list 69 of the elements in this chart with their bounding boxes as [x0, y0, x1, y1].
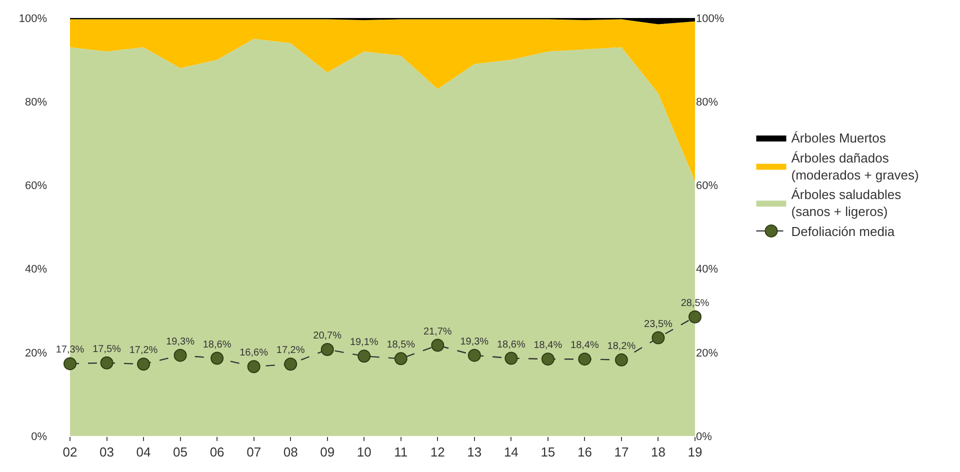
point — [652, 331, 665, 344]
point — [504, 352, 518, 365]
x-tick-label: 02 — [62, 444, 78, 460]
y2-tick-label: 20% — [696, 347, 718, 360]
y-tick-label: 100% — [18, 12, 48, 25]
x-tick-label: 14 — [504, 444, 518, 460]
point — [320, 342, 334, 356]
legend-label: Árboles Muertos — [791, 130, 886, 146]
point — [541, 352, 554, 366]
x-tick-label: 11 — [394, 444, 408, 460]
point — [468, 348, 481, 362]
y2-tick-label: 60% — [696, 180, 718, 192]
y2-tick-label: 100% — [696, 12, 724, 25]
data-label: 28,5% — [680, 298, 710, 309]
point — [431, 338, 444, 352]
x-tick-label: 16 — [577, 444, 592, 460]
x-tick-label: 03 — [100, 444, 114, 460]
data-label: 17,2% — [276, 345, 305, 356]
point — [174, 348, 187, 362]
data-label: 19,3% — [460, 336, 489, 348]
legend-label: Defoliación media — [791, 224, 896, 240]
y2-tick-label: 40% — [696, 264, 718, 276]
x-tick-label: 12 — [430, 444, 445, 460]
data-label: 16,6% — [240, 348, 268, 359]
data-label: 18,4% — [534, 340, 562, 352]
data-label: 19,3% — [166, 336, 195, 348]
point — [688, 310, 702, 324]
data-label: 18,4% — [570, 340, 599, 352]
point — [284, 358, 298, 371]
point — [64, 357, 76, 370]
x-tick-label: 08 — [283, 444, 298, 460]
data-label: 20,7% — [313, 330, 342, 342]
y2-tick-label: 0% — [696, 430, 712, 443]
point — [394, 352, 408, 366]
x-tick-label: 13 — [467, 444, 482, 460]
legend-label: Árboles dañados (moderados + graves) — [791, 150, 919, 182]
data-label: 18,5% — [386, 340, 416, 351]
x-tick-label: 19 — [688, 444, 702, 460]
point — [247, 360, 260, 374]
data-label: 19,1% — [350, 337, 378, 348]
x-tick-label: 18 — [651, 444, 666, 460]
y-tick-label: 60% — [24, 180, 48, 192]
point — [100, 356, 114, 370]
y-tick-label: 0% — [31, 430, 48, 443]
data-label: 18,6% — [497, 339, 526, 350]
x-tick-label: 15 — [540, 444, 556, 460]
x-tick-label: 06 — [210, 444, 224, 460]
data-label: 21,7% — [423, 326, 452, 338]
x-tick-label: 07 — [246, 444, 262, 460]
x-tick-label: 05 — [173, 444, 188, 460]
point — [358, 350, 371, 363]
y-tick-label: 80% — [24, 96, 48, 108]
point — [578, 352, 592, 366]
point — [137, 358, 150, 371]
point — [614, 353, 628, 366]
data-label: 18,2% — [607, 340, 636, 352]
data-label: 18,6% — [202, 339, 232, 350]
point — [210, 352, 224, 365]
x-tick-label: 09 — [320, 444, 335, 460]
data-label: 23,5% — [644, 318, 673, 330]
legend-label: Árboles saludables (sanos + ligeros) — [791, 187, 902, 220]
y2-tick-label: 80% — [696, 96, 718, 108]
y-tick-label: 20% — [24, 347, 48, 360]
data-label: 17,5% — [92, 344, 122, 355]
x-tick-label: 10 — [356, 444, 372, 460]
x-tick-label: 04 — [136, 444, 151, 460]
x-tick-label: 17 — [614, 444, 629, 460]
data-label: 17,2% — [129, 345, 158, 356]
y-tick-label: 40% — [24, 264, 48, 276]
